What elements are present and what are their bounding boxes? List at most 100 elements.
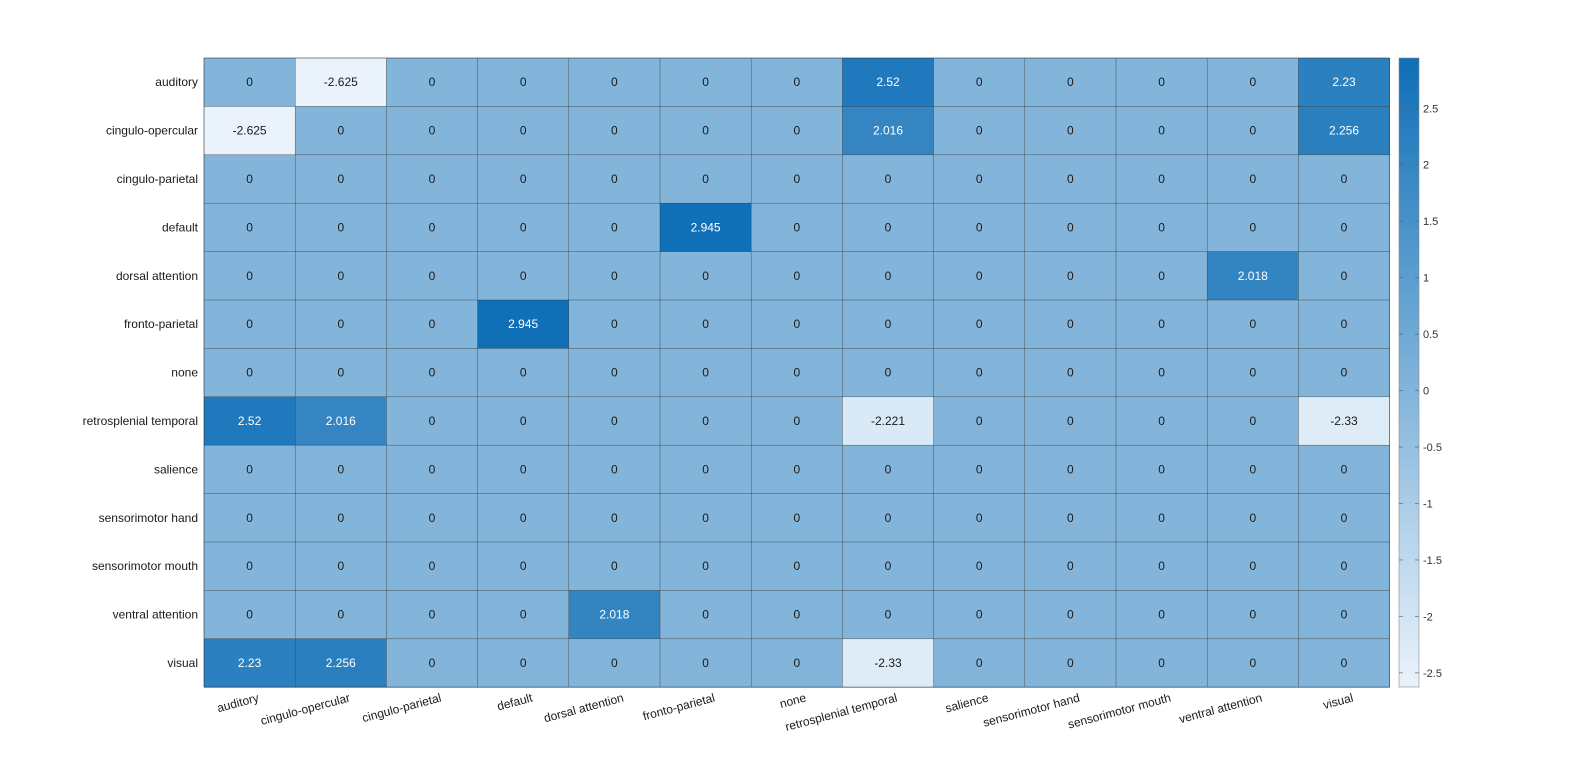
heatmap-cell	[568, 203, 660, 252]
cell-value-label: 0	[1067, 124, 1074, 138]
cell-value-label: 0	[520, 608, 527, 622]
heatmap-cell	[933, 300, 1025, 349]
heatmap-cell	[386, 58, 478, 107]
heatmap-cell	[386, 348, 478, 397]
cell-value-label: 0	[976, 608, 983, 622]
heatmap-cell	[477, 106, 569, 155]
cell-value-label: 0	[611, 462, 618, 476]
cell-value-label: 0	[1249, 656, 1256, 670]
heatmap-cell	[842, 638, 934, 688]
cell-value-label: 0	[611, 172, 618, 186]
heatmap-cell	[751, 396, 843, 446]
heatmap-cell	[295, 542, 387, 591]
cell-value-label: 0	[702, 269, 709, 283]
heatmap-cell	[386, 493, 478, 542]
heatmap-cell	[1024, 590, 1116, 639]
x-tick-label: cingulo-opercular	[259, 691, 352, 728]
cell-value-label: 0	[976, 317, 983, 331]
y-tick-label: ventral attention	[113, 608, 198, 622]
heatmap-cell	[933, 203, 1025, 252]
heatmap-cell	[1024, 396, 1116, 446]
heatmap-cell	[933, 542, 1025, 591]
cell-value-label: 2.256	[326, 656, 356, 670]
heatmap-cell	[660, 106, 752, 155]
heatmap-cell	[933, 396, 1025, 446]
cell-value-label: 0	[793, 172, 800, 186]
heatmap-cell	[1207, 396, 1299, 446]
y-tick-label: default	[162, 220, 199, 234]
heatmap-cell	[386, 590, 478, 639]
cell-value-label: 0	[1341, 559, 1348, 573]
heatmap-cell	[204, 542, 296, 591]
heatmap-cell	[751, 154, 843, 204]
y-tick-label: cingulo-opercular	[106, 124, 198, 138]
heatmap-cell	[1024, 493, 1116, 542]
heatmap-cell	[568, 348, 660, 397]
heatmap-cell	[568, 638, 660, 688]
heatmap-cell	[842, 542, 934, 591]
cell-value-label: 0	[1158, 608, 1165, 622]
heatmap-cell	[1024, 203, 1116, 252]
cell-value-label: 0	[1249, 414, 1256, 428]
cell-value-label: 0	[702, 511, 709, 525]
cell-value-label: 0	[1067, 414, 1074, 428]
cell-value-label: 2.52	[238, 414, 262, 428]
x-tick-label: sensorimotor hand	[982, 691, 1082, 730]
cell-value-label: 0	[337, 317, 344, 331]
heatmap-cell	[660, 251, 752, 300]
cell-value-label: 0	[520, 220, 527, 234]
colorbar-tick-label: 0	[1423, 386, 1429, 398]
cell-value-label: 0	[337, 220, 344, 234]
heatmap-cell	[751, 493, 843, 542]
cell-value-label: 0	[976, 269, 983, 283]
heatmap-cell	[933, 251, 1025, 300]
x-tick-label: dorsal attention	[542, 691, 625, 726]
heatmap-cell	[751, 251, 843, 300]
cell-value-label: 0	[976, 414, 983, 428]
y-tick-label: visual	[167, 656, 198, 670]
cell-value-label: 0	[793, 511, 800, 525]
cell-value-label: 0	[702, 172, 709, 186]
heatmap-cell	[1298, 154, 1390, 204]
cell-value-label: 0	[1341, 462, 1348, 476]
cell-value-label: 0	[1067, 656, 1074, 670]
heatmap-cell	[933, 445, 1025, 494]
cell-value-label: 0	[429, 511, 436, 525]
x-tick-label: sensorimotor mouth	[1066, 691, 1172, 732]
heatmap-cell	[295, 154, 387, 204]
heatmap-cell	[1298, 300, 1390, 349]
cell-value-label: 0	[611, 414, 618, 428]
colorbar-tick-label: 1.5	[1423, 216, 1438, 228]
heatmap-cell	[1024, 106, 1116, 155]
heatmap-cell	[1116, 396, 1208, 446]
cell-value-label: 0	[1249, 124, 1256, 138]
heatmap-cell	[568, 154, 660, 204]
heatmap-cell	[933, 58, 1025, 107]
heatmap-cell	[842, 251, 934, 300]
heatmap-cell	[204, 493, 296, 542]
heatmap-cell	[1298, 396, 1390, 446]
cell-value-label: 2.23	[238, 656, 262, 670]
heatmap-cell	[751, 590, 843, 639]
cell-value-label: 0	[885, 269, 892, 283]
heatmap-cell	[1116, 154, 1208, 204]
cells-layer	[204, 58, 1390, 688]
cell-value-label: 0	[1341, 608, 1348, 622]
cell-labels-layer: 0 -2.625 0 0 0 0 0 2.52 0 0 0 0 2.23 -2.625 0 0 0 0 0 0 2.01…	[233, 75, 1360, 670]
heatmap-cell	[842, 348, 934, 397]
cell-value-label: 0	[1341, 511, 1348, 525]
heatmap-cell	[660, 154, 752, 204]
cell-value-label: 0	[429, 414, 436, 428]
heatmap-cell	[477, 348, 569, 397]
heatmap-cell	[295, 58, 387, 107]
heatmap-cell	[751, 542, 843, 591]
cell-value-label: 0	[1158, 559, 1165, 573]
y-tick-label: sensorimotor mouth	[92, 559, 198, 573]
heatmap-cell	[1116, 251, 1208, 300]
cell-value-label: 0	[1067, 317, 1074, 331]
heatmap-cell	[204, 300, 296, 349]
cell-value-label: 0	[885, 172, 892, 186]
heatmap-cell	[842, 396, 934, 446]
cell-value-label: 0	[702, 317, 709, 331]
